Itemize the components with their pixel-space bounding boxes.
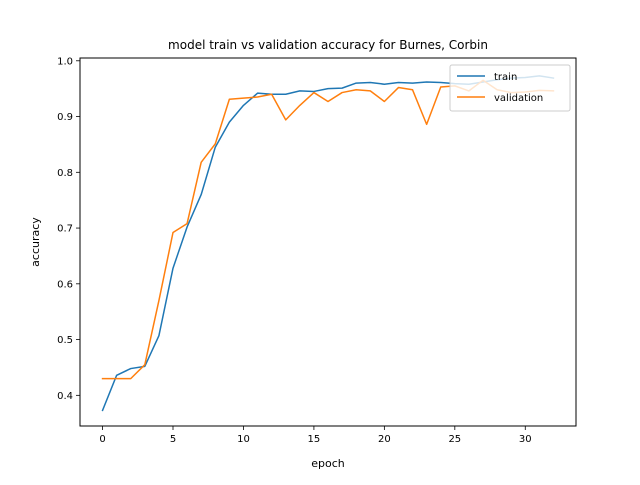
x-tick-label: 25 xyxy=(448,434,461,445)
x-tick-label: 10 xyxy=(237,434,250,445)
x-tick-label: 5 xyxy=(170,434,176,445)
x-tick-label: 0 xyxy=(99,434,105,445)
y-axis: 0.4 0.5 0.6 0.7 0.8 0.9 1.0 xyxy=(57,56,80,402)
chart-title: model train vs validation accuracy for B… xyxy=(168,38,488,52)
x-axis-label: epoch xyxy=(311,457,345,470)
y-tick-label: 0.4 xyxy=(57,391,73,402)
y-tick-label: 0.7 xyxy=(57,224,73,235)
y-tick-label: 1.0 xyxy=(57,56,73,67)
legend-train-label: train xyxy=(494,72,517,83)
y-tick-label: 0.5 xyxy=(57,335,73,346)
y-tick-label: 0.6 xyxy=(57,279,73,290)
y-axis-label: accuracy xyxy=(29,217,42,267)
legend: train validation xyxy=(449,64,571,112)
y-tick-label: 0.9 xyxy=(57,112,73,123)
x-tick-label: 15 xyxy=(308,434,321,445)
legend-validation-label: validation xyxy=(494,93,543,104)
plot-frame xyxy=(79,57,577,427)
y-tick-label: 0.8 xyxy=(57,168,73,179)
x-tick-label: 30 xyxy=(519,434,532,445)
x-axis: 0 5 10 15 20 25 30 xyxy=(99,426,532,445)
x-tick-label: 20 xyxy=(378,434,391,445)
